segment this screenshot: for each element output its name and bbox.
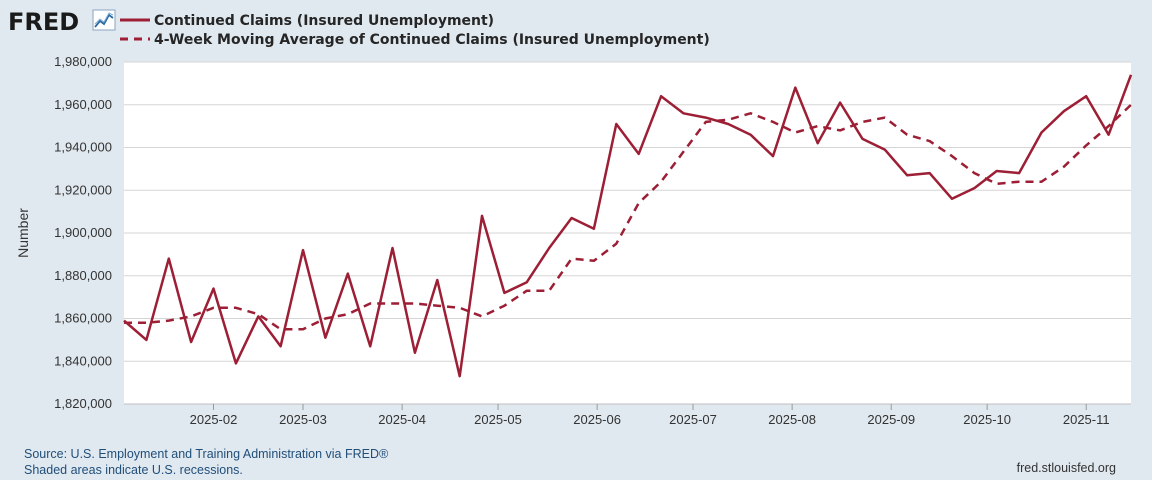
x-tick-label: 2025-08 bbox=[768, 412, 816, 427]
y-tick-label: 1,920,000 bbox=[54, 182, 112, 197]
footer-notes: Source: U.S. Employment and Training Adm… bbox=[24, 446, 388, 478]
x-tick-label: 2025-11 bbox=[1063, 412, 1110, 427]
x-tick-label: 2025-06 bbox=[573, 412, 621, 427]
fred-logo-text: FRED bbox=[8, 8, 79, 36]
x-tick-label: 2025-04 bbox=[378, 412, 426, 427]
x-tick-label: 2025-02 bbox=[190, 412, 238, 427]
site-link[interactable]: fred.stlouisfed.org bbox=[1016, 461, 1116, 475]
y-axis-title: Number bbox=[15, 208, 31, 258]
series-layer bbox=[123, 74, 1133, 378]
y-tick-label: 1,980,000 bbox=[54, 54, 112, 69]
y-tick-label: 1,820,000 bbox=[54, 396, 112, 411]
x-axis: 2025-02 2025-03 2025-04 2025-05 2025-06 2025-… bbox=[124, 403, 1131, 427]
series-line-moving-average bbox=[124, 103, 1132, 331]
source-note: Source: U.S. Employment and Training Adm… bbox=[24, 447, 389, 461]
x-tick-label: 2025-05 bbox=[474, 412, 522, 427]
legend-label: Continued Claims (Insured Unemployment) bbox=[154, 13, 494, 29]
x-tick-label: 2025-09 bbox=[867, 412, 915, 427]
series-line-continued-claims bbox=[123, 74, 1133, 378]
recession-note: Shaded areas indicate U.S. recessions. bbox=[24, 463, 243, 477]
y-tick-label: 1,960,000 bbox=[54, 97, 112, 112]
legend: Continued Claims (Insured Unemployment) … bbox=[120, 13, 710, 48]
y-tick-label: 1,940,000 bbox=[54, 140, 112, 155]
legend-item-moving-average: 4-Week Moving Average of Continued Claim… bbox=[120, 32, 710, 48]
legend-item-continued-claims: Continued Claims (Insured Unemployment) bbox=[120, 13, 494, 29]
x-tick-label: 2025-10 bbox=[963, 412, 1011, 427]
line-chart-icon bbox=[92, 9, 116, 31]
y-axis: 1,820,000 1,840,000 1,860,000 1,880,000 1,90… bbox=[54, 54, 112, 411]
x-tick-label: 2025-07 bbox=[669, 412, 717, 427]
legend-label: 4-Week Moving Average of Continued Claim… bbox=[154, 32, 710, 48]
y-tick-label: 1,880,000 bbox=[54, 268, 112, 283]
x-tick-label: 2025-03 bbox=[279, 412, 327, 427]
fred-logo[interactable]: FRED bbox=[8, 8, 116, 36]
y-tick-label: 1,840,000 bbox=[54, 353, 112, 368]
y-tick-label: 1,900,000 bbox=[54, 225, 112, 240]
y-tick-label: 1,860,000 bbox=[54, 311, 112, 326]
